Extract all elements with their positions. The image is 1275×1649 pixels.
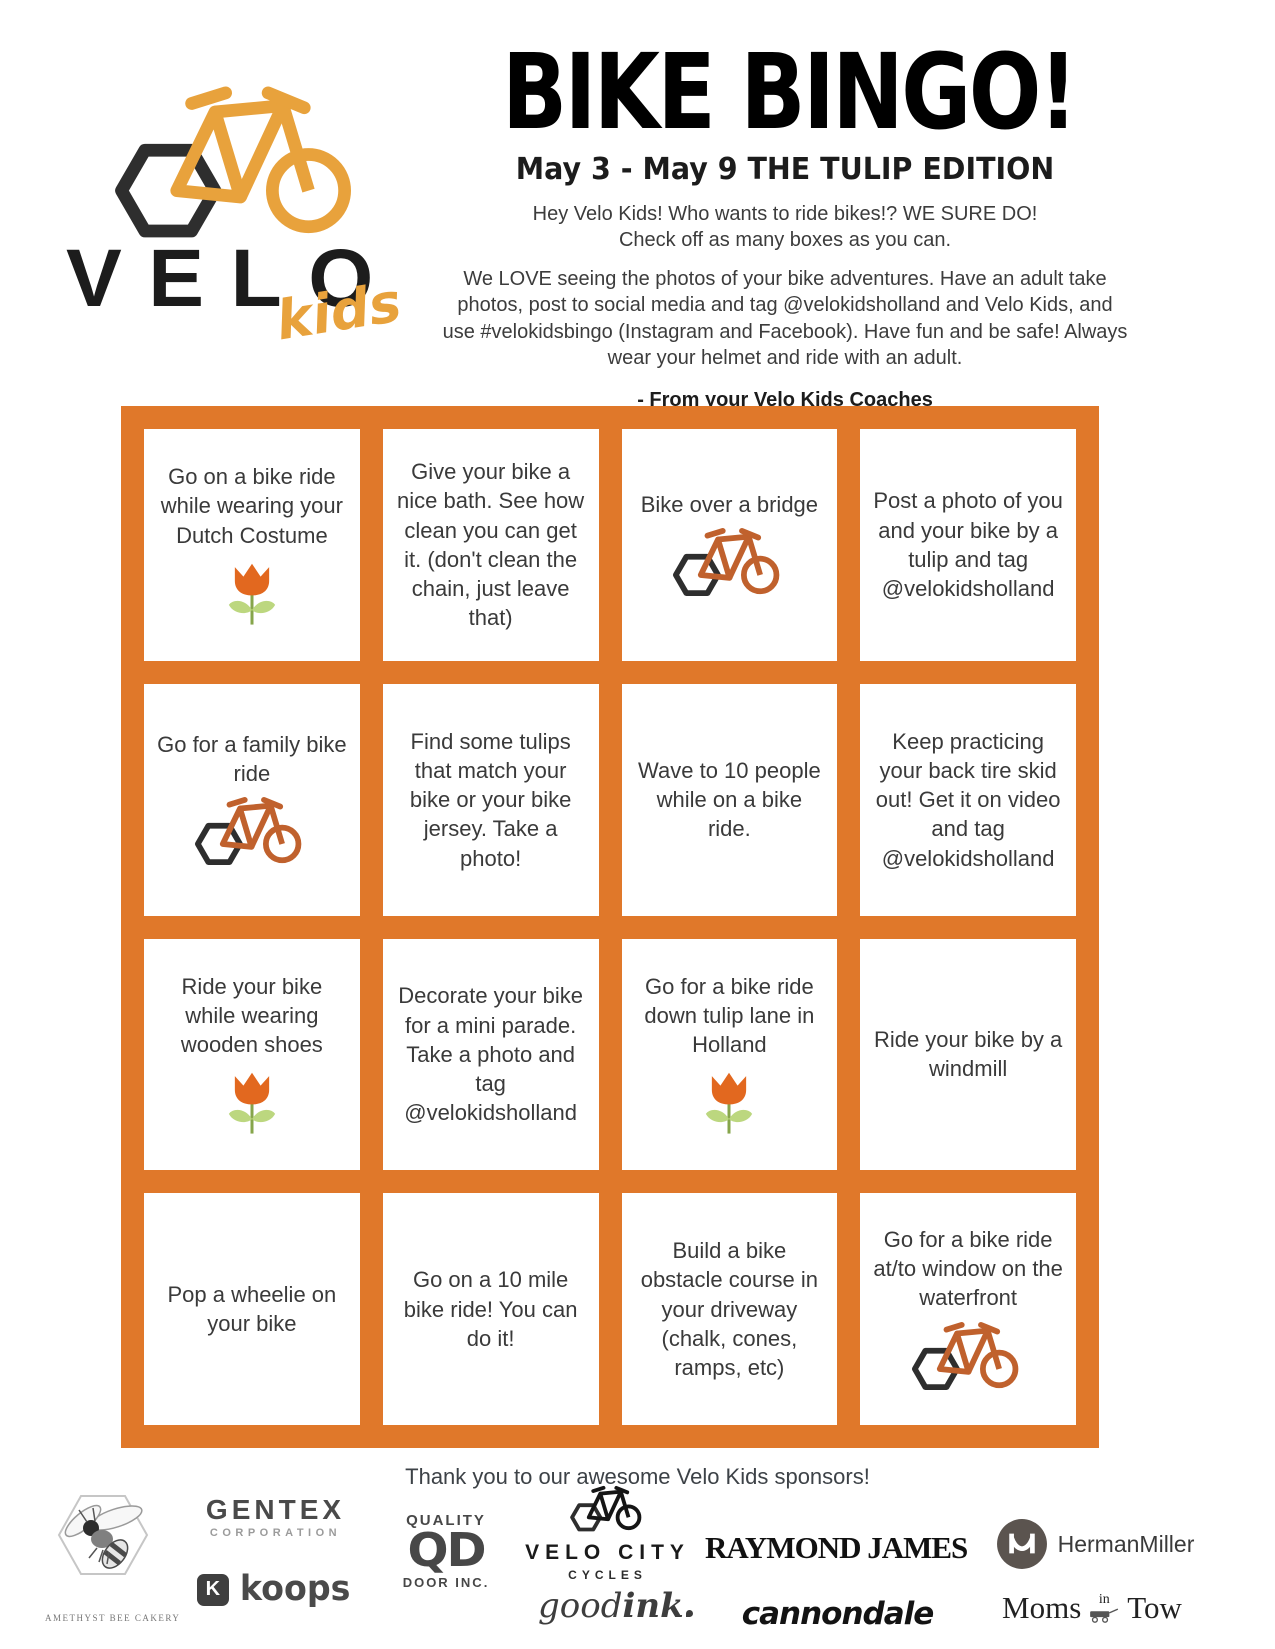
sponsor-cannondale: cannondale: [741, 1596, 935, 1632]
velo-city-bike-icon: [569, 1485, 641, 1532]
bingo-cell-text: Go on a 10 mile bike ride! You can do it…: [403, 1267, 578, 1351]
bingo-cell-text: Ride your bike while wearing wooden shoe…: [180, 973, 323, 1058]
bike-icon: [672, 525, 787, 600]
bingo-cell-text: Go for a bike ride at/to window on the w…: [873, 1226, 1063, 1311]
sponsor-moms-in-tow: Moms in Tow: [992, 1592, 1192, 1623]
bingo-cell-5: Go for a family bike ride: [144, 683, 360, 916]
herman-miller-logo-icon: [996, 1519, 1047, 1569]
bingo-cell-10: Decorate your bike for a mini parade. Ta…: [382, 938, 599, 1171]
bingo-cell-16: Go for a bike ride at/to window on the w…: [860, 1193, 1076, 1425]
bingo-cell-14: Go on a 10 mile bike ride! You can do it…: [382, 1193, 599, 1425]
bingo-cell-text: Keep practicing your back tire skid out!…: [875, 728, 1061, 871]
bingo-cell-text: Pop a wheelie on your bike: [167, 1281, 337, 1337]
bee-logo-icon: [57, 1495, 148, 1575]
sponsor-koops: K koops: [190, 1572, 360, 1607]
intro-line-1: Hey Velo Kids! Who wants to ride bikes!?…: [532, 203, 1038, 225]
intro-text-2: We LOVE seeing the photos of your bike a…: [442, 267, 1128, 369]
sponsor-goodink: goodink: [538, 1586, 693, 1626]
bingo-cell-12: Ride your bike by a windmill: [860, 938, 1076, 1171]
wagon-icon: [1090, 1608, 1119, 1623]
bingo-cell-4: Post a photo of you and your bike by a t…: [860, 429, 1076, 661]
bike-icon: [194, 794, 309, 869]
bingo-cell-text: Bike over a bridge: [640, 491, 819, 517]
tulip-icon: [227, 1071, 277, 1136]
qd-wordmark: QD: [407, 1523, 487, 1577]
sponsor-velo-city-cycles: VELO CITY CYCLES: [525, 1484, 690, 1582]
header: BIKE BINGO! May 3 - May 9 THE TULIP EDIT…: [440, 40, 1130, 412]
quality-text: QUALITY: [406, 1512, 486, 1529]
sponsor-herman-miller: HermanMiller: [990, 1518, 1200, 1570]
sponsor-quality-door: QUALITY QD DOOR INC.: [396, 1512, 496, 1590]
sponsor-raymond-james: RAYMOND JAMES: [705, 1530, 968, 1565]
bingo-cell-9: Ride your bike while wearing wooden shoe…: [144, 938, 360, 1171]
bingo-cell-text: Ride your bike by a windmill: [873, 1027, 1063, 1082]
tow-text: Tow: [1127, 1590, 1182, 1625]
tulip-icon: [227, 561, 277, 626]
logo-brand-text: VELO: [66, 233, 400, 324]
in-text: in: [1098, 1592, 1110, 1607]
velo-city-wordmark: VELO CITY: [525, 1541, 690, 1564]
bike-logo-icon: [113, 80, 368, 246]
bingo-cell-text: Go for a bike ride down tulip lane in Ho…: [644, 973, 815, 1058]
moms-text: Moms: [1002, 1590, 1082, 1625]
goodink-pin-icon: [685, 1610, 693, 1617]
in-tow-wagon: in: [1087, 1593, 1121, 1623]
bingo-cell-text: Decorate your bike for a mini parade. Ta…: [398, 983, 583, 1126]
tulip-icon: [704, 1071, 755, 1136]
goodink-ink-text: ink: [622, 1586, 684, 1626]
goodink-good-text: good: [538, 1586, 623, 1626]
bee-caption-text: AMETHYST BEE CAKERY: [45, 1613, 181, 1623]
door-inc-text: DOOR INC.: [402, 1574, 490, 1590]
gentex-wordmark: GENTEX: [205, 1494, 346, 1525]
velo-kids-logo: VELO kids: [58, 52, 453, 362]
bingo-cell-text: Post a photo of you and your bike by a t…: [873, 488, 1063, 602]
gentex-corporation-text: CORPORATION: [209, 1527, 342, 1539]
coaches-signoff: - From your Velo Kids Coaches: [637, 389, 933, 412]
bingo-grid: Go on a bike ride while wearing your Dut…: [121, 406, 1099, 1448]
bingo-cell-text: Give your bike a nice bath. See how clea…: [397, 459, 585, 631]
bingo-cell-3: Bike over a bridge: [621, 429, 838, 661]
koops-k-badge-icon: K: [196, 1573, 229, 1606]
bingo-cell-11: Go for a bike ride down tulip lane in Ho…: [621, 938, 838, 1171]
bingo-cell-13: Pop a wheelie on your bike: [144, 1193, 360, 1425]
bingo-cell-8: Keep practicing your back tire skid out!…: [860, 683, 1076, 916]
cycles-text: CYCLES: [568, 1568, 647, 1582]
intro-text-1: Hey Velo Kids! Who wants to ride bikes!?…: [475, 201, 1095, 254]
bingo-cell-6: Find some tulips that match your bike or…: [382, 683, 599, 916]
bingo-cell-7: Wave to 10 people while on a bike ride.: [621, 683, 838, 916]
bike-icon: [911, 1319, 1026, 1394]
intro-line-2: Check off as many boxes as you can.: [618, 229, 952, 252]
koops-wordmark: koops: [239, 1569, 351, 1609]
bingo-cell-text: Find some tulips that match your bike or…: [409, 728, 572, 871]
bingo-cell-text: Go on a bike ride while wearing your Dut…: [160, 464, 343, 548]
herman-miller-wordmark: HermanMiller: [1057, 1530, 1195, 1557]
bingo-cell-15: Build a bike obstacle course in your dri…: [621, 1193, 838, 1425]
bingo-cell-text: Wave to 10 people while on a bike ride.: [638, 757, 821, 842]
sponsor-gentex: GENTEX CORPORATION: [193, 1494, 358, 1540]
bingo-cell-text: Go for a family bike ride: [157, 731, 347, 787]
bingo-cell-1: Go on a bike ride while wearing your Dut…: [144, 429, 360, 661]
bingo-cell-2: Give your bike a nice bath. See how clea…: [382, 429, 599, 661]
bingo-cell-text: Build a bike obstacle course in your dri…: [640, 1238, 819, 1380]
sponsor-amethyst-bee-cakery: AMETHYST BEE CAKERY: [45, 1488, 181, 1623]
sponsors-thanks-text: Thank you to our awesome Velo Kids spons…: [405, 1464, 870, 1489]
subtitle: May 3 - May 9 THE TULIP EDITION: [515, 152, 1055, 187]
page-title: BIKE BINGO!: [502, 31, 1078, 153]
